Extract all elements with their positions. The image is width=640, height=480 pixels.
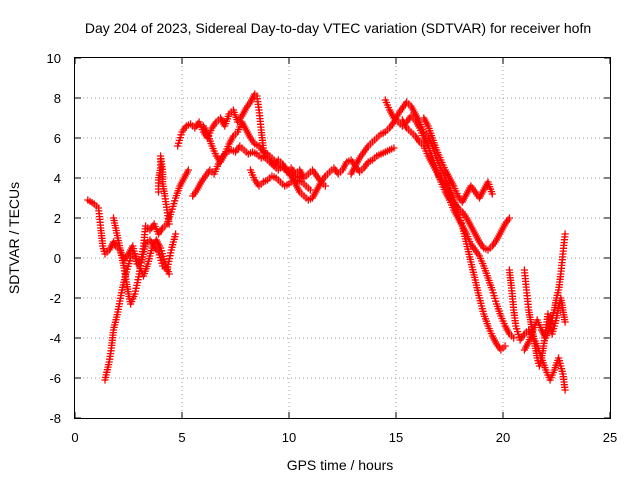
x-tick-label: 10 (282, 430, 296, 445)
data-point (561, 386, 569, 394)
data-point (165, 270, 173, 278)
y-axis-label: SDTVAR / TECUs (6, 182, 22, 294)
series-arc-afternoon-1 (347, 98, 509, 354)
series-arc-afternoon-4 (420, 114, 496, 206)
data-point (390, 144, 398, 152)
data-point (510, 334, 518, 342)
y-tick-label: 6 (54, 131, 61, 146)
data-point (501, 342, 509, 350)
y-tick-label: 4 (54, 171, 61, 186)
gridlines (75, 58, 610, 418)
data-point (165, 220, 173, 228)
series-arc-day-3 (199, 118, 314, 194)
axis-ticks: 0 5 10 15 20 25 -8 -6 -4 -2 0 2 4 6 8 10 (47, 51, 618, 445)
series-arc-afternoon-2 (381, 96, 518, 342)
data-point (321, 182, 329, 190)
data-point (488, 190, 496, 198)
series-arc-day-1 (174, 90, 398, 204)
y-tick-label: 8 (54, 91, 61, 106)
y-tick-label: 2 (54, 211, 61, 226)
series-arc-day-4 (246, 166, 306, 190)
data-point (505, 214, 513, 222)
y-tick-label: -8 (49, 411, 61, 426)
y-tick-label: -4 (49, 331, 61, 346)
x-tick-label: 25 (603, 430, 617, 445)
y-tick-label: 10 (47, 51, 61, 66)
series-arc-early-c (109, 166, 192, 308)
series-arc-early-b (101, 236, 173, 384)
data-point (306, 186, 314, 194)
y-tick-label: 0 (54, 251, 61, 266)
series-arc-afternoon-3 (398, 116, 513, 254)
data-point (561, 230, 569, 238)
x-tick-label: 0 (71, 430, 78, 445)
x-axis-label: GPS time / hours (287, 457, 394, 473)
series-arc-late-3 (520, 266, 569, 370)
data-points (84, 90, 569, 394)
data-point (298, 174, 306, 182)
y-tick-label: -6 (49, 371, 61, 386)
data-point (172, 230, 180, 238)
series-arc-early-d (154, 152, 173, 228)
chart-title: Day 204 of 2023, Sidereal Day-to-day VTE… (85, 20, 591, 36)
x-tick-label: 5 (178, 430, 185, 445)
x-tick-label: 20 (496, 430, 510, 445)
data-point (561, 318, 569, 326)
x-tick-label: 15 (389, 430, 403, 445)
data-point (184, 166, 192, 174)
plot-frame (74, 57, 611, 419)
y-tick-label: -2 (49, 291, 61, 306)
